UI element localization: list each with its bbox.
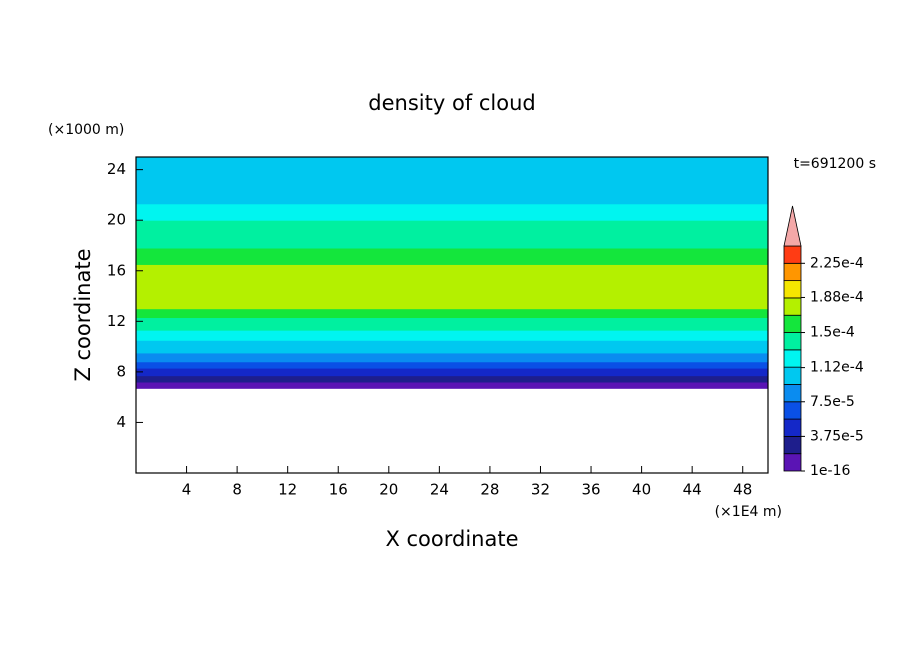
colorbar-box (783, 384, 802, 403)
contour-band (136, 220, 768, 236)
x-tick-label: 32 (531, 481, 550, 499)
colorbar-box (783, 314, 802, 333)
colorbar-box (783, 280, 802, 299)
x-unit: (×1E4 m) (715, 504, 782, 520)
chart-title: density of cloud (368, 91, 535, 115)
colorbar-box (783, 366, 802, 385)
contour-band (136, 375, 768, 383)
colorbar-tick-label: 1.12e-4 (810, 360, 864, 376)
x-tick-label: 8 (232, 481, 242, 499)
contour-band (136, 317, 768, 331)
time-label: t=691200 s (794, 156, 876, 172)
contour-band (136, 157, 768, 171)
y-tick-label: 8 (116, 362, 126, 380)
colorbar-box (783, 401, 802, 420)
colorbar-box (783, 435, 802, 455)
x-tick-label: 36 (581, 481, 600, 499)
contour-band (136, 169, 768, 205)
colorbar-box (783, 418, 802, 437)
contour-band (136, 248, 768, 265)
colorbar-tick-label: 2.25e-4 (810, 255, 864, 271)
x-tick-label: 40 (632, 481, 651, 499)
plot-frame (135, 156, 769, 474)
contour-band (136, 308, 768, 319)
contour-band (136, 381, 768, 389)
x-tick-label: 12 (278, 481, 297, 499)
x-tick-label: 20 (379, 481, 398, 499)
colorbar-box (783, 245, 802, 264)
colorbar-box (783, 262, 802, 282)
x-tick-label: 24 (430, 481, 449, 499)
contour-band (136, 330, 768, 341)
contour-band (136, 368, 768, 377)
colorbar-box (783, 453, 802, 472)
contour-band (136, 352, 768, 363)
y-tick-label: 16 (107, 261, 126, 279)
contour-band (136, 264, 768, 310)
y-tick-label: 24 (107, 160, 126, 178)
colorbar-tick-label: 3.75e-5 (810, 428, 864, 444)
y-tick-label: 20 (107, 211, 126, 229)
contour-band (136, 340, 768, 354)
y-tick-label: 12 (107, 312, 126, 330)
colorbar-extend (783, 205, 802, 247)
contour-band (136, 361, 768, 369)
x-tick-label: 28 (480, 481, 499, 499)
x-tick-label: 4 (182, 481, 192, 499)
x-tick-label: 48 (733, 481, 752, 499)
y-tick-label: 4 (116, 413, 126, 431)
y-axis-label: Z coordinate (71, 248, 95, 381)
colorbar-tick-label: 1.88e-4 (810, 289, 864, 305)
colorbar-box (783, 349, 802, 368)
contour-band (136, 203, 768, 221)
colorbar-tick-label: 1.5e-4 (810, 325, 855, 341)
x-tick-label: 16 (329, 481, 348, 499)
colorbar-tick-label: 7.5e-5 (810, 394, 855, 410)
x-axis-label: X coordinate (385, 527, 518, 551)
colorbar-tick-label: 1e-16 (810, 463, 850, 479)
x-tick-label: 44 (683, 481, 702, 499)
colorbar-box (783, 297, 802, 316)
y-unit: (×1000 m) (48, 122, 124, 138)
contour-band (136, 235, 768, 249)
colorbar-box (783, 332, 802, 351)
